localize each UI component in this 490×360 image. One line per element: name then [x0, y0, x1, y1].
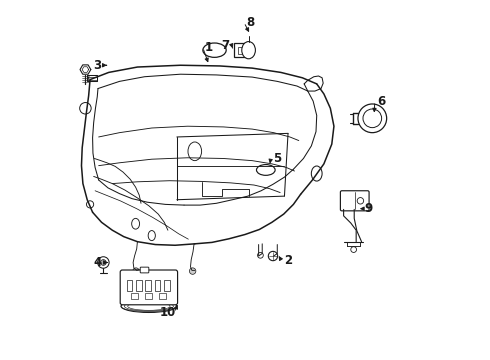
FancyBboxPatch shape	[120, 270, 177, 305]
Ellipse shape	[242, 41, 255, 59]
Text: 6: 6	[377, 95, 386, 108]
Circle shape	[133, 268, 139, 274]
FancyBboxPatch shape	[140, 267, 149, 273]
Ellipse shape	[311, 166, 322, 181]
Text: 4: 4	[94, 256, 102, 269]
FancyBboxPatch shape	[341, 191, 369, 211]
Text: 7: 7	[221, 39, 229, 52]
Circle shape	[358, 104, 387, 133]
FancyBboxPatch shape	[234, 43, 249, 57]
Ellipse shape	[203, 43, 226, 57]
Circle shape	[98, 257, 109, 268]
Circle shape	[269, 251, 278, 261]
Circle shape	[100, 260, 106, 265]
Text: 5: 5	[273, 152, 281, 165]
Circle shape	[190, 268, 196, 274]
Text: 3: 3	[93, 59, 101, 72]
Ellipse shape	[121, 300, 177, 312]
Text: 9: 9	[365, 202, 373, 215]
Text: 10: 10	[160, 306, 176, 319]
Text: 1: 1	[205, 41, 213, 54]
Text: 8: 8	[246, 16, 254, 29]
Ellipse shape	[256, 165, 275, 175]
Text: 2: 2	[284, 254, 292, 267]
